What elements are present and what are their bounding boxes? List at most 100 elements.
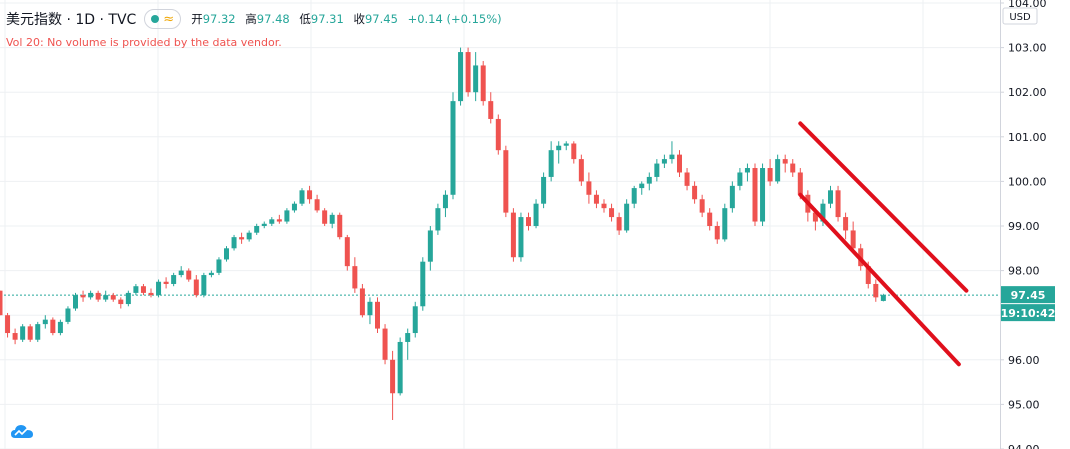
candle-body xyxy=(579,159,584,181)
candle xyxy=(715,222,720,244)
symbol-title[interactable]: 美元指数 · 1D · TVC xyxy=(6,9,136,29)
candle-body xyxy=(722,208,727,239)
candle-body xyxy=(518,217,523,257)
candle xyxy=(345,235,350,271)
candle xyxy=(179,266,184,277)
candle-body xyxy=(216,259,221,272)
candle-body xyxy=(65,309,70,322)
candle xyxy=(0,291,3,316)
candle xyxy=(118,297,123,308)
candle xyxy=(141,284,146,295)
candle xyxy=(254,224,259,235)
grid-lines xyxy=(0,0,1000,449)
candle-body xyxy=(609,208,614,217)
tradingview-cloud-icon[interactable] xyxy=(10,422,34,442)
candle-body xyxy=(715,226,720,239)
candle xyxy=(126,291,131,307)
visibility-toggle[interactable]: ≈ xyxy=(144,9,181,29)
candle-body xyxy=(692,186,697,199)
candle-body xyxy=(662,159,667,163)
axis-tick-labels: 104.00103.00102.00101.00100.0099.0098.00… xyxy=(1000,0,1047,449)
candle xyxy=(65,306,70,324)
candle-body xyxy=(405,333,410,342)
candle-body xyxy=(352,266,357,288)
svg-text:97.45: 97.45 xyxy=(1011,289,1046,302)
candle-body xyxy=(843,217,848,230)
axis-tick-label: 102.00 xyxy=(1008,86,1047,99)
candle-body xyxy=(624,204,629,231)
candle-body xyxy=(654,164,659,177)
candle xyxy=(383,324,388,364)
candle-body xyxy=(315,199,320,210)
candle-body xyxy=(511,213,516,258)
candle xyxy=(216,257,221,275)
candle xyxy=(722,204,727,242)
close-value: 97.45 xyxy=(365,12,398,26)
candle xyxy=(315,195,320,213)
candle xyxy=(88,291,93,300)
candle-body xyxy=(292,204,297,211)
candle-body xyxy=(360,288,365,315)
candle xyxy=(481,61,486,106)
candle xyxy=(707,208,712,230)
candle xyxy=(277,215,282,224)
candle xyxy=(239,233,244,244)
axis-tick-label: 94.00 xyxy=(1008,443,1040,449)
candle xyxy=(647,172,652,190)
candle xyxy=(269,217,274,226)
candle-body xyxy=(13,333,18,340)
axis-tick-label: 95.00 xyxy=(1008,398,1040,411)
candle-body xyxy=(337,215,342,237)
candle-body xyxy=(5,315,10,333)
candle xyxy=(556,141,561,163)
candle xyxy=(496,115,501,155)
candle xyxy=(549,141,554,181)
axis-tick-label: 99.00 xyxy=(1008,220,1040,233)
trendline[interactable] xyxy=(800,195,959,364)
candle xyxy=(692,181,697,203)
candle xyxy=(775,155,780,184)
candle-body xyxy=(873,284,878,297)
candle xyxy=(284,208,289,224)
candle xyxy=(843,213,848,240)
candle xyxy=(300,188,305,206)
candle xyxy=(390,351,395,420)
candle-body xyxy=(284,210,289,221)
candle-body xyxy=(0,291,3,316)
trendlines[interactable] xyxy=(800,123,966,364)
candle xyxy=(28,324,33,342)
candle xyxy=(224,246,229,262)
candle-body xyxy=(103,295,108,299)
status-dot-icon xyxy=(151,15,159,23)
candle-body xyxy=(345,237,350,266)
candle-body xyxy=(669,155,674,159)
price-axis[interactable]: 104.00 103.00 102.00 101.00 100.00 99.00 98.00… xyxy=(1000,0,1070,449)
candle-body xyxy=(730,186,735,208)
candle-body xyxy=(466,52,471,92)
candle xyxy=(194,275,199,297)
candle-body xyxy=(269,219,274,223)
candlestick-plot[interactable] xyxy=(0,0,1000,449)
candle xyxy=(352,257,357,293)
candle-body xyxy=(88,293,93,297)
candle-body xyxy=(81,295,86,297)
candle-body xyxy=(111,295,116,299)
candle-body xyxy=(443,195,448,208)
candle-body xyxy=(602,204,607,208)
candle xyxy=(534,199,539,228)
candle xyxy=(428,226,433,271)
candle-body xyxy=(549,150,554,177)
candle-body xyxy=(300,190,305,203)
candle-body xyxy=(526,217,531,226)
candle-body xyxy=(420,262,425,307)
candle-body xyxy=(171,275,176,284)
candle xyxy=(43,315,48,328)
candle xyxy=(654,159,659,181)
candle-body xyxy=(760,168,765,222)
candle-body xyxy=(851,230,856,248)
candle-body xyxy=(149,293,154,295)
candle xyxy=(677,150,682,177)
candle xyxy=(473,52,478,101)
candle xyxy=(103,291,108,302)
candle xyxy=(58,320,63,336)
